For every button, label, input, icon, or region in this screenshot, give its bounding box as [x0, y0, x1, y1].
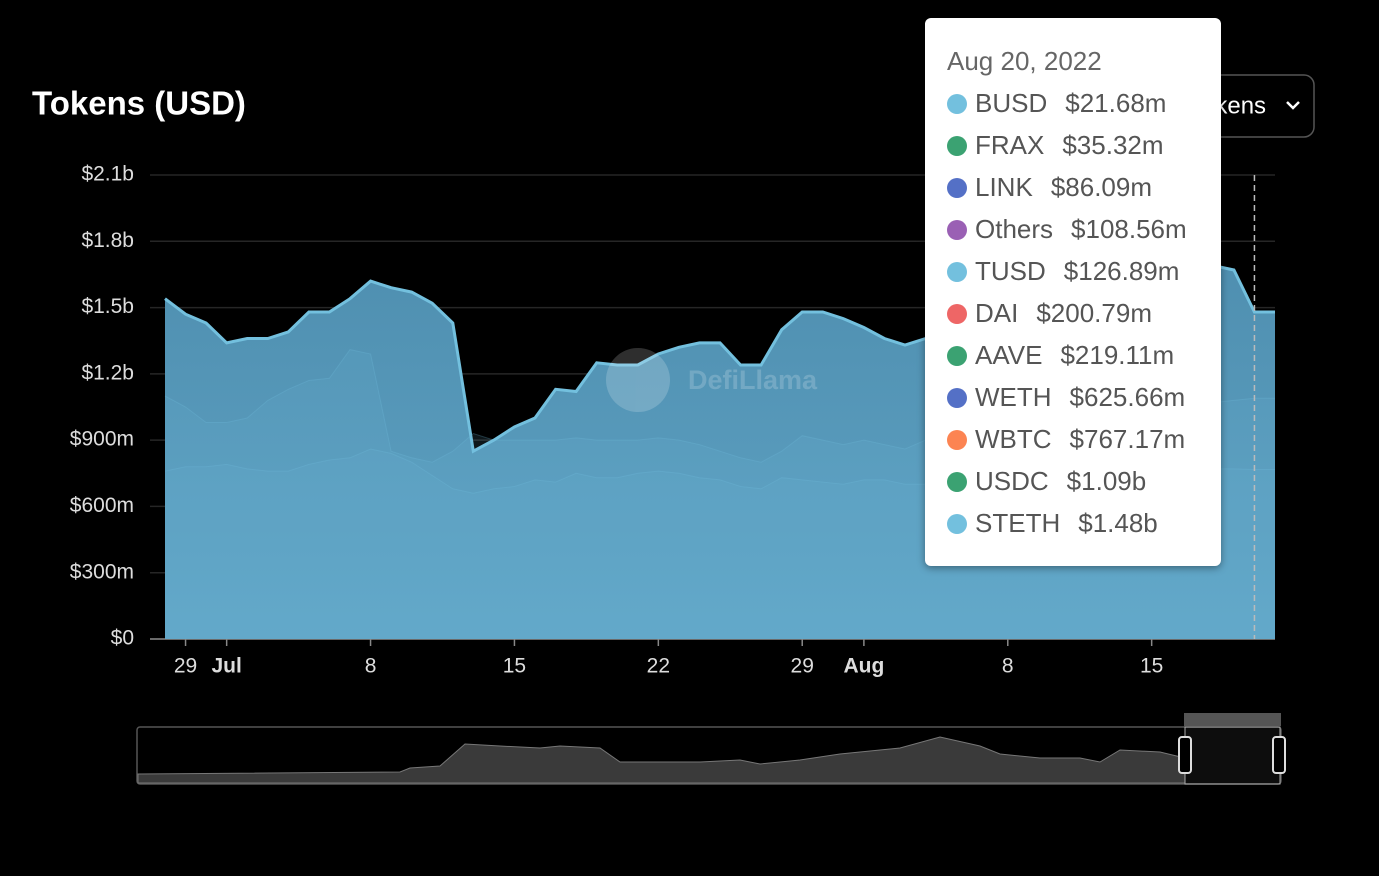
- tooltip-value: $21.68m: [1065, 88, 1167, 118]
- tooltip-date: Aug 20, 2022: [947, 46, 1102, 76]
- chevron: [1286, 101, 1300, 110]
- tooltip-dot: [947, 261, 967, 282]
- tooltip-value: $1.09b: [1066, 466, 1147, 496]
- x-tick-label: 29: [791, 655, 814, 678]
- tooltip-name: AAVE: [975, 340, 1043, 370]
- zoom-slider[interactable]: [136, 713, 1286, 785]
- tooltip-name: STETH: [975, 508, 1061, 538]
- watermark-text: DefiLlama: [688, 365, 818, 395]
- tooltip-value: $108.56m: [1071, 214, 1187, 244]
- y-tick-label: $1.2b: [81, 361, 134, 384]
- tooltip-dot: [947, 303, 967, 324]
- slider-preview: [137, 736, 1186, 784]
- y-tick-label: $900m: [70, 428, 134, 451]
- tooltip-name: BUSD: [975, 88, 1048, 118]
- tooltip-dot: [947, 135, 967, 156]
- x-tick-label: 15: [503, 655, 526, 678]
- x-tick-label: 8: [365, 655, 377, 678]
- tooltip-value: $200.79m: [1036, 298, 1152, 328]
- tooltip-name: LINK: [975, 172, 1033, 202]
- tooltip-dot: [947, 429, 967, 450]
- tooltip-name: WETH: [975, 382, 1052, 412]
- tooltip-dot: [947, 513, 967, 534]
- tooltip-name: WBTC: [975, 424, 1052, 454]
- x-tick-label: 15: [1140, 655, 1163, 678]
- y-tick-label: $0: [111, 627, 134, 650]
- tooltip-row: USDC $1.09b: [947, 466, 1146, 497]
- tooltip-dot: [947, 345, 967, 366]
- y-tick-label: $300m: [70, 560, 134, 583]
- x-tick-label: 22: [647, 655, 670, 678]
- tooltip-value: $86.09m: [1050, 172, 1152, 202]
- watermark: DefiLlama: [606, 348, 818, 412]
- tooltip-value: $767.17m: [1069, 424, 1186, 454]
- tooltip-name: USDC: [975, 466, 1049, 496]
- tooltip-row: FRAX $35.32m: [947, 130, 1164, 161]
- tooltip-row: STETH $1.48b: [947, 508, 1158, 539]
- tooltip-dot: [947, 471, 967, 492]
- slider-bar[interactable]: [1184, 713, 1281, 726]
- tooltip-value: $126.89m: [1063, 256, 1180, 286]
- tooltip-value: $35.32m: [1062, 130, 1164, 160]
- tooltip-name: TUSD: [975, 256, 1046, 286]
- y-tick-label: $1.5b: [81, 295, 134, 318]
- tooltip: Aug 20, 2022 BUSD $21.68m FRAX $35.32m LINK $…: [925, 18, 1221, 566]
- slider-handle[interactable]: [1178, 736, 1192, 774]
- x-tick-label: Jul: [211, 655, 241, 678]
- x-tick-label: Aug: [843, 655, 884, 678]
- slider-handle[interactable]: [1272, 736, 1286, 774]
- x-tick-label: 8: [1002, 655, 1014, 678]
- tooltip-name: Others: [975, 214, 1054, 244]
- tooltip-row: LINK $86.09m: [947, 172, 1152, 203]
- tooltip-name: DAI: [975, 298, 1019, 328]
- chart-title: Tokens (USD): [32, 85, 246, 122]
- tooltip-row: Others $108.56m: [947, 214, 1187, 245]
- y-tick-label: $600m: [70, 494, 134, 517]
- tooltip-dot: [947, 387, 967, 408]
- tooltip-name: FRAX: [975, 130, 1045, 160]
- tooltip-row: AAVE $219.11m: [947, 340, 1174, 371]
- tooltip-row: WBTC $767.17m: [947, 424, 1185, 455]
- tooltip-dot: [947, 219, 967, 240]
- tooltip-row: BUSD $21.68m: [947, 88, 1166, 119]
- y-tick-label: $2.1b: [81, 163, 134, 186]
- y-tick-label: $1.8b: [81, 229, 134, 252]
- watermark-logo: [606, 348, 670, 412]
- tooltip-value: $1.48b: [1078, 508, 1158, 538]
- tooltip-row: TUSD $126.89m: [947, 256, 1179, 287]
- x-tick-label: 29: [174, 655, 197, 678]
- tooltip-row: DAI $200.79m: [947, 298, 1152, 329]
- tooltip-value: $625.66m: [1069, 382, 1186, 412]
- tooltip-dot: [947, 93, 967, 114]
- tooltip-value: $219.11m: [1060, 340, 1175, 370]
- tooltip-dot: [947, 177, 967, 198]
- tooltip-row: WETH $625.66m: [947, 382, 1185, 413]
- slider-window[interactable]: [1184, 726, 1281, 785]
